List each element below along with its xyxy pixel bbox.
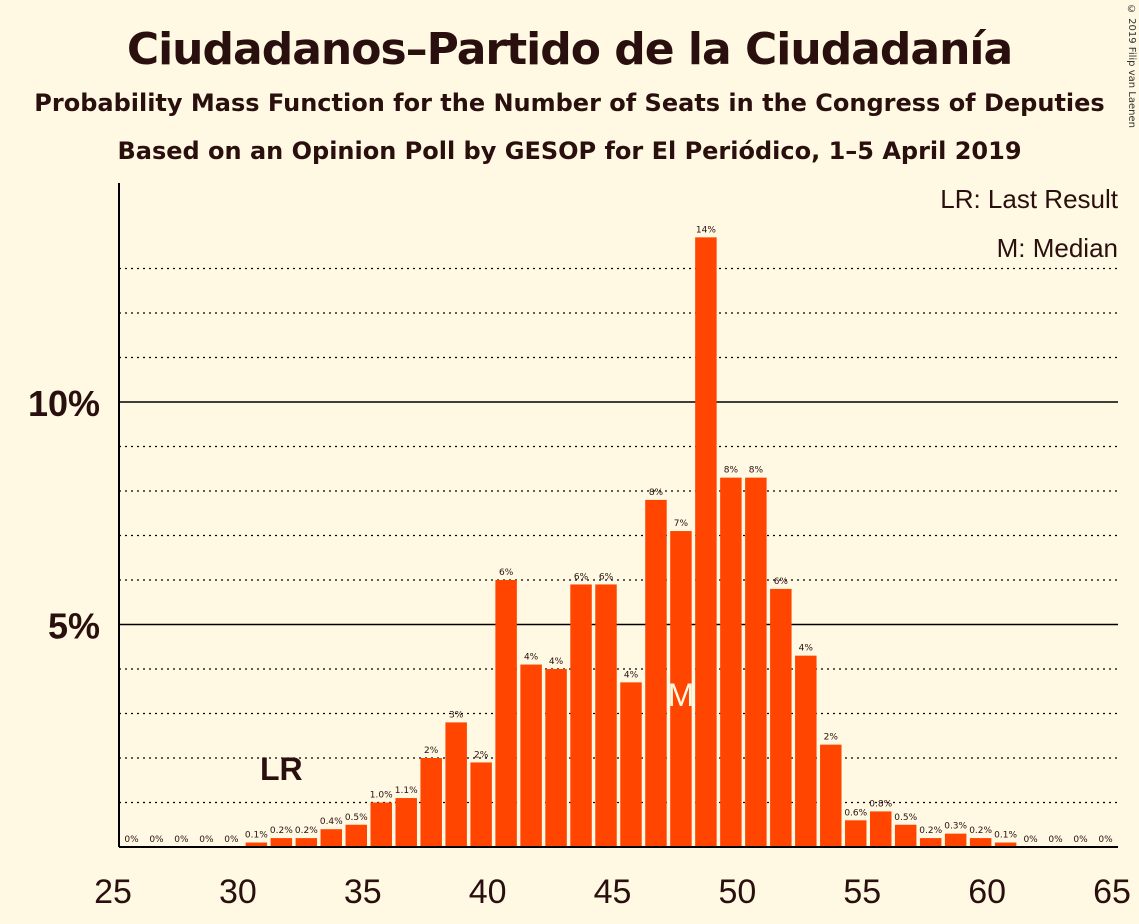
bar — [869, 811, 892, 847]
bar-value-label: 0.5% — [894, 813, 917, 823]
bar — [670, 531, 692, 847]
bar-value-label: 4% — [524, 653, 539, 663]
bar — [620, 682, 642, 847]
bar — [645, 499, 667, 847]
bar-value-label: 0.2% — [919, 826, 942, 836]
chart-source: Based on an Opinion Poll by GESOP for El… — [117, 137, 1022, 165]
bar-value-label: 0% — [1073, 835, 1088, 845]
bar — [820, 744, 842, 847]
bar-value-label: 0% — [224, 835, 239, 845]
chart-title: Ciudadanos–Partido de la Ciudadanía — [126, 24, 1013, 75]
bar-value-label: 0.1% — [994, 831, 1017, 841]
x-tick-label: 65 — [1093, 873, 1131, 911]
last-result-marker: LR — [260, 751, 303, 787]
bar — [470, 762, 492, 847]
legend-last-result: LR: Last Result — [940, 184, 1119, 214]
median-marker: M — [668, 677, 695, 713]
bar — [420, 758, 442, 847]
bar-value-label: 0% — [1048, 835, 1063, 845]
bar — [295, 838, 318, 847]
copyright-notice: © 2019 Filip van Laenen — [1126, 4, 1137, 128]
bar-value-label: 0% — [199, 835, 214, 845]
x-tick-label: 35 — [344, 873, 382, 911]
x-tick-label: 25 — [94, 873, 132, 911]
axes: 5% 10% 25 30 35 40 45 50 55 60 65 — [28, 183, 1131, 911]
bar-value-label: 6% — [774, 577, 789, 587]
bar-value-label: 2% — [474, 750, 489, 760]
bar-value-label: 8% — [649, 488, 664, 498]
bar-value-label: 1.0% — [370, 791, 393, 801]
y-tick-label: 5% — [48, 606, 100, 647]
bar — [245, 842, 268, 847]
x-tick-label: 50 — [718, 873, 756, 911]
legend-median: M: Median — [997, 233, 1118, 263]
bar — [545, 669, 567, 847]
bar — [395, 798, 417, 847]
bar-value-label: 6% — [599, 572, 614, 582]
bar-value-label: 0.2% — [270, 826, 293, 836]
x-tick-label: 45 — [594, 873, 632, 911]
bar — [495, 580, 517, 847]
bar — [795, 655, 817, 847]
x-tick-label: 30 — [219, 873, 257, 911]
bar — [520, 664, 542, 847]
bar — [845, 820, 867, 847]
bar-value-label: 1.1% — [395, 786, 418, 796]
bar-value-label: 7% — [674, 519, 689, 529]
chart-subtitle: Probability Mass Function for the Number… — [34, 89, 1105, 117]
bar — [320, 829, 343, 847]
bar-value-label: 3% — [449, 710, 464, 720]
bar — [919, 838, 942, 847]
bar-value-label: 4% — [799, 644, 814, 654]
bar-value-label: 0.1% — [245, 831, 268, 841]
bar — [270, 838, 293, 847]
x-tick-label: 60 — [968, 873, 1006, 911]
bar — [445, 722, 467, 847]
bar — [595, 584, 617, 847]
bar-value-label: 6% — [499, 568, 514, 578]
bar-value-label: 2% — [424, 746, 439, 756]
bar-value-label: 4% — [549, 657, 564, 667]
bar-value-label: 14% — [696, 225, 716, 235]
bar — [745, 477, 767, 847]
bar-value-label: 2% — [824, 733, 839, 743]
bar-value-label: 0% — [1098, 835, 1113, 845]
bar-value-label: 8% — [749, 466, 764, 476]
bar-value-label: 0% — [149, 835, 164, 845]
bar-value-label: 0.6% — [844, 808, 867, 818]
bar — [720, 477, 742, 847]
grid-lines — [119, 267, 1118, 804]
bar — [345, 824, 368, 847]
bar-value-label: 0.5% — [345, 813, 368, 823]
bar-value-label: 0.2% — [969, 826, 992, 836]
bar — [994, 842, 1017, 847]
y-tick-label: 10% — [28, 383, 100, 424]
bar-value-label: 0.2% — [295, 826, 318, 836]
bar-value-label: 0.8% — [869, 799, 892, 809]
bar — [695, 237, 717, 848]
x-tick-label: 55 — [843, 873, 881, 911]
bar-value-label: 0.4% — [320, 817, 343, 827]
bar-value-label: 0.3% — [944, 822, 967, 832]
bar — [969, 838, 992, 847]
bar — [370, 802, 392, 847]
bar — [894, 824, 917, 847]
bar-value-label: 0% — [124, 835, 139, 845]
bar-value-label: 8% — [724, 466, 739, 476]
bar-value-label: 6% — [574, 572, 589, 582]
bar-value-label: 0% — [1023, 835, 1038, 845]
x-tick-label: 40 — [469, 873, 507, 911]
bar-value-label: 0% — [174, 835, 189, 845]
bar-value-label: 4% — [624, 670, 639, 680]
bar — [944, 833, 967, 847]
bar — [570, 584, 592, 847]
bar-value-labels: 0% 0% 0% 0% 0% 0.1% 0.2% 0.2%0.4% 0.5%1.0% 1.1%2%… — [124, 225, 1113, 845]
bars — [245, 237, 1017, 848]
bar — [770, 588, 792, 847]
